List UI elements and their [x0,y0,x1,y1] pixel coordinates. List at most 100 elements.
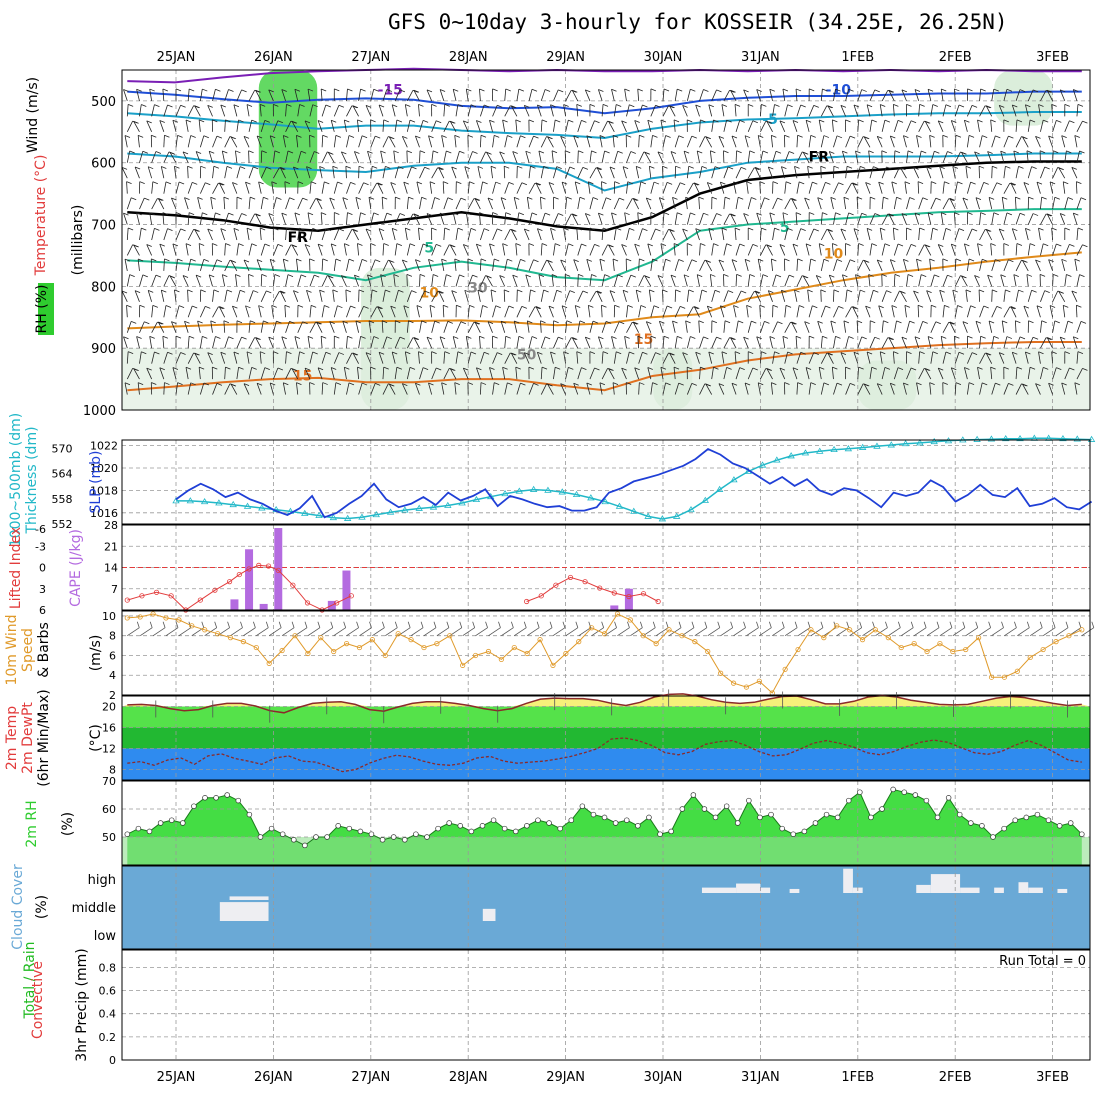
wind-barb [791,198,798,210]
wind-barb [808,135,812,148]
wind-barb [723,197,726,210]
wind-barb [1015,213,1021,225]
wind-barb-flag [644,151,651,155]
wind-barb-flag [483,228,490,231]
wind-barb-flag [813,228,819,232]
wind-barb-flag [903,135,909,139]
wind-barb-flag [693,182,699,186]
wind-barb-flag [604,274,610,277]
wind-barb [805,120,810,132]
wind-barb-flag [619,197,625,201]
side-label: CAPE (J/kg) [68,529,84,607]
wind-barb [711,367,714,380]
rh2m-marker [468,828,475,835]
rh2m-marker [1067,820,1074,826]
wind-barb [876,259,883,272]
wind-barb [565,90,572,102]
rh2m-marker [979,823,985,829]
wind-barb [185,367,189,380]
wind-barb-flag [782,335,789,339]
wind-barb-flag [1053,274,1059,277]
wind-barb-flag [337,305,343,309]
wind-barb [1076,197,1082,210]
wind-barb [1003,259,1009,272]
wind-barb [686,212,691,225]
wind-barb [492,105,498,117]
thickness-marker [329,513,338,521]
wind10m-barb-flag [949,621,953,628]
wind-barb [321,228,327,241]
wind-barb-flag [739,243,745,247]
wind-barb-flag [741,290,747,294]
wind-barb-flag [443,304,449,308]
wind-barb [1052,274,1054,287]
wind-barb-flag [672,197,678,200]
wind-barb-flag [1053,150,1059,154]
wind-barb [370,306,377,318]
wind-barb-flag [1066,150,1072,154]
wind10m-marker [214,631,221,637]
wind-barb [333,258,337,271]
wind-barb-flag [239,166,246,169]
wind-barb [1025,228,1029,241]
wind-barb [1023,182,1029,194]
wind10m-barb [436,627,450,637]
wind-barb [285,104,287,117]
wind-barb-flag [480,382,487,385]
wind-barb-flag [517,165,523,169]
contour-label: 15 [634,332,653,348]
thickness-tick-label: 570 [52,442,73,455]
wind-barb-flag [785,181,792,185]
wind-barb [413,90,420,102]
wind-barb [845,336,849,349]
wind-barb [146,367,153,380]
wind-barb-flag [744,382,751,386]
wind-barb [187,289,189,302]
wind-barb-flag [476,367,482,371]
wind-barb [296,382,299,395]
wind-barb [735,274,738,287]
wind-barb [1076,150,1080,163]
wind-barb [431,291,438,303]
temp-frame [121,695,1091,781]
wind-barb-flag [809,88,815,92]
wind-barb-flag [418,351,424,355]
wind10m-barb-flag [1026,621,1030,628]
wind-barb-flag [216,382,223,386]
wind-barb [175,181,180,194]
date-label-bottom: 1FEB [841,1070,874,1085]
wind-barb-flag [175,88,182,92]
wind-barb [210,197,213,210]
wind-barb-flag [207,104,213,108]
wind-barb-flag [1019,212,1026,216]
wind-barb-flag [954,88,960,92]
wind-barb [674,135,680,148]
wind-barb-flag [184,320,190,324]
wind-barb-flag [673,243,680,246]
wind-barb-flag [827,105,834,109]
wind-barb-flag [1022,260,1028,263]
wind-barb-flag [436,120,442,124]
wind-barb [230,260,238,272]
wind-barb [683,274,688,287]
wind-barb [1036,182,1041,194]
wind-barb [126,104,129,117]
wind-barb-flag [609,290,616,293]
wind-barb-flag [616,351,622,355]
wind-barb [443,120,450,132]
wind-barb-flag [1012,351,1018,355]
wind-barb [718,136,725,148]
wind-barb-flag [1035,259,1041,263]
thickness-marker [816,447,824,454]
rh2m-marker [424,834,430,840]
wind-barb [721,351,725,364]
wind-barb [985,105,993,117]
wind-barb-flag [604,150,610,154]
wind-barb [796,275,803,287]
rh2m-marker [390,834,397,840]
wind-barb-flag [144,321,150,325]
cloud-tick-label: high [88,873,116,888]
wind-barb-flag [319,166,325,169]
wind-barb [648,289,652,302]
thickness-marker [730,476,738,483]
